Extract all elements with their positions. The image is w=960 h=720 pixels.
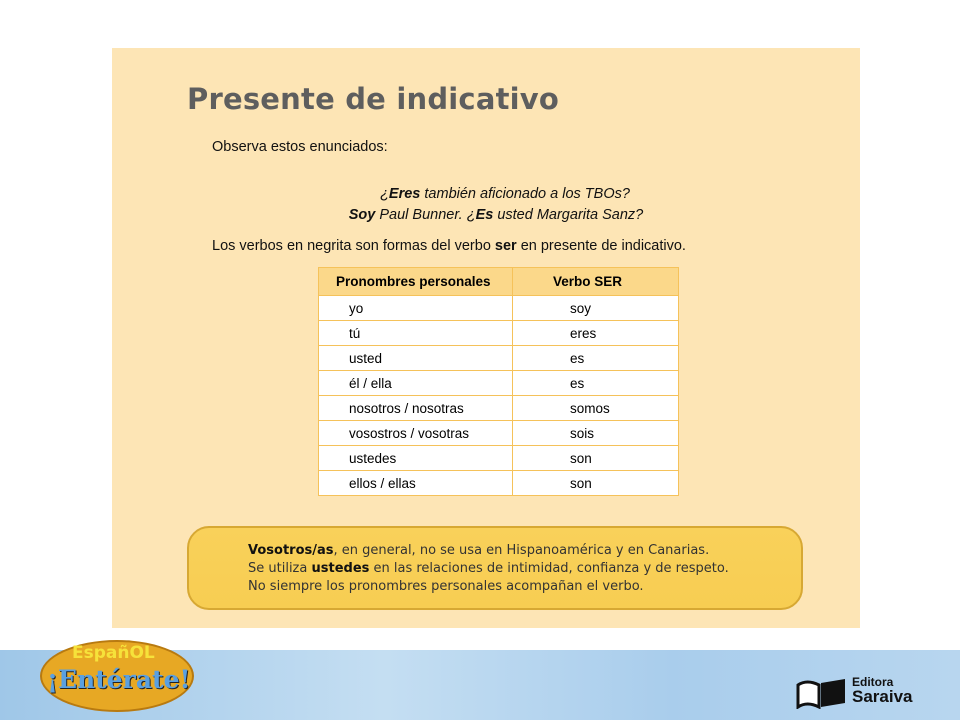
verb-cell: es bbox=[512, 345, 679, 371]
intro-text: Observa estos enunciados: bbox=[212, 139, 388, 155]
verb-cell: sois bbox=[512, 420, 679, 446]
verb-cell: somos bbox=[512, 395, 679, 421]
conjugation-table: Pronombres personales Verbo SER yo soy tú er… bbox=[318, 267, 679, 496]
pronoun-cell: yo bbox=[318, 295, 513, 321]
pronoun-cell: vosostros / vosotras bbox=[318, 420, 513, 446]
note-box bbox=[187, 526, 803, 610]
example-sentence-2: Soy Paul Bunner. ¿Es usted Margarita San… bbox=[348, 207, 644, 223]
table-row: vosostros / vosotras sois bbox=[318, 420, 679, 446]
pronoun-cell: él / ella bbox=[318, 370, 513, 396]
table-row: él / ella es bbox=[318, 370, 679, 396]
verb-cell: es bbox=[512, 370, 679, 396]
verb-cell: son bbox=[512, 470, 679, 496]
header-verb: Verbo SER bbox=[512, 267, 679, 296]
publisher-line-1: Editora bbox=[852, 675, 894, 689]
explanation-text: Los verbos en negrita son formas del ver… bbox=[212, 238, 686, 254]
table-row: nosotros / nosotras somos bbox=[318, 395, 679, 421]
table-row: ellos / ellas son bbox=[318, 470, 679, 496]
verb-cell: soy bbox=[512, 295, 679, 321]
publisher-line-2: Saraiva bbox=[852, 687, 913, 706]
pronoun-cell: ellos / ellas bbox=[318, 470, 513, 496]
pronoun-cell: usted bbox=[318, 345, 513, 371]
logo-text-1: EspañOL bbox=[72, 643, 155, 663]
table-row: tú eres bbox=[318, 320, 679, 346]
table-row: yo soy bbox=[318, 295, 679, 321]
verb-cell: eres bbox=[512, 320, 679, 346]
example-sentence-1: ¿Eres también aficionado a los TBOs? bbox=[380, 186, 630, 202]
note-line-1: Vosotros/as, en general, no se usa en Hi… bbox=[248, 543, 710, 558]
book-icon bbox=[796, 679, 845, 709]
pronoun-cell: ustedes bbox=[318, 445, 513, 471]
table-row: usted es bbox=[318, 345, 679, 371]
header-pronouns: Pronombres personales bbox=[318, 267, 513, 296]
verb-cell: son bbox=[512, 445, 679, 471]
page-title: Presente de indicativo bbox=[187, 82, 560, 116]
espanol-enterate-logo bbox=[40, 640, 194, 712]
table-header: Pronombres personales Verbo SER bbox=[318, 267, 679, 296]
logo-text-2: ¡Entérate! bbox=[47, 665, 191, 694]
note-line-3: No siempre los pronombres personales aco… bbox=[248, 579, 644, 594]
note-line-2: Se utiliza ustedes en las relaciones de … bbox=[248, 561, 729, 576]
pronoun-cell: nosotros / nosotras bbox=[318, 395, 513, 421]
pronoun-cell: tú bbox=[318, 320, 513, 346]
table-row: ustedes son bbox=[318, 445, 679, 471]
